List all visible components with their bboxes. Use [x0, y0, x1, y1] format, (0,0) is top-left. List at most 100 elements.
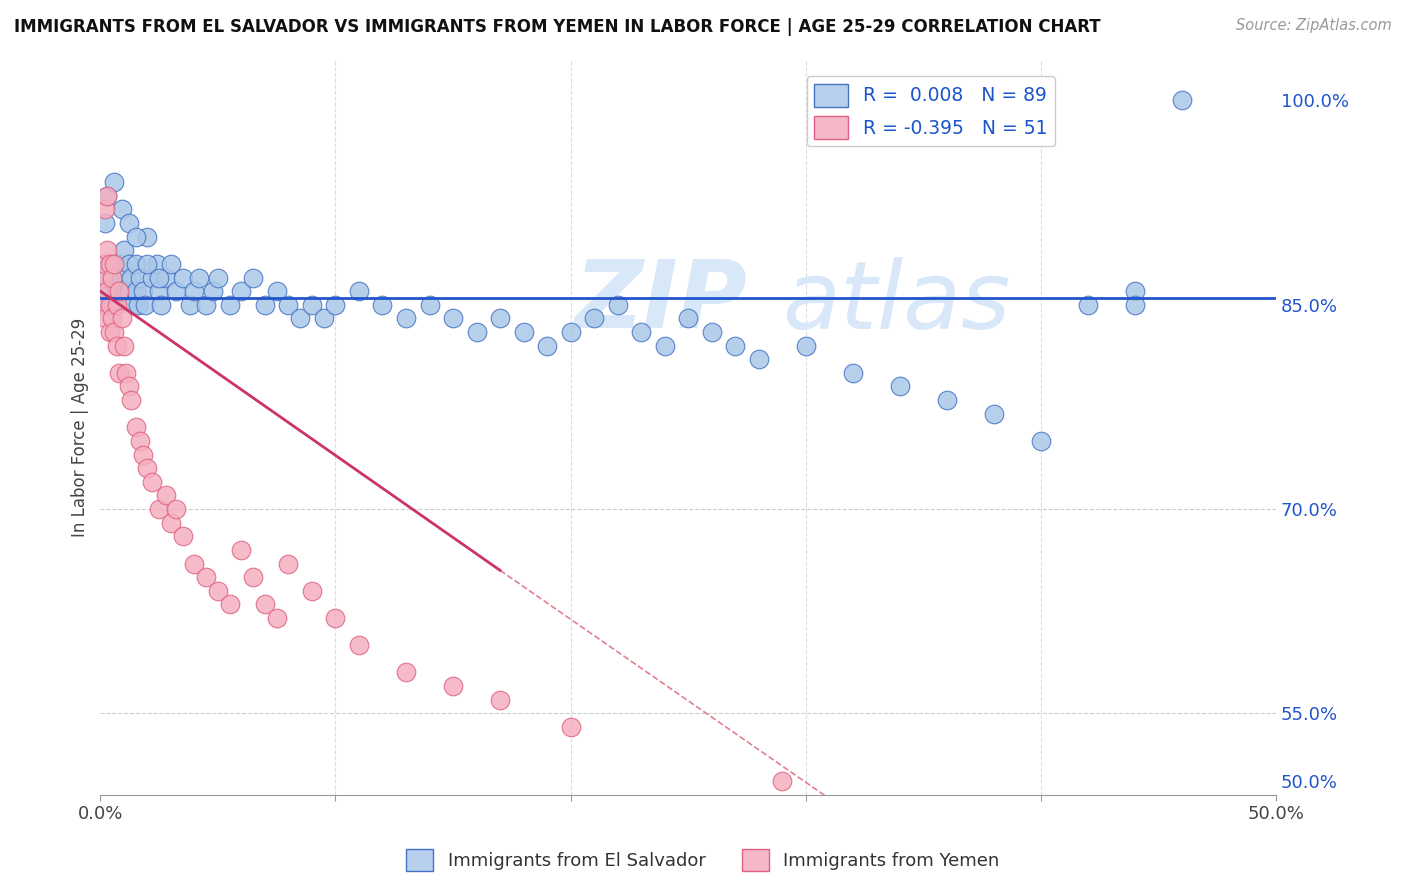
- Point: [165, 284, 187, 298]
- Point: [606, 298, 628, 312]
- Point: [794, 338, 817, 352]
- Point: [935, 393, 957, 408]
- Point: [253, 598, 276, 612]
- Point: [218, 298, 240, 312]
- Text: ZIP: ZIP: [574, 256, 747, 348]
- Point: [441, 311, 464, 326]
- Point: [112, 338, 135, 352]
- Point: [325, 298, 347, 312]
- Point: [630, 325, 652, 339]
- Point: [148, 270, 170, 285]
- Text: Source: ZipAtlas.com: Source: ZipAtlas.com: [1236, 18, 1392, 33]
- Legend: R =  0.008   N = 89, R = -0.395   N = 51: R = 0.008 N = 89, R = -0.395 N = 51: [807, 77, 1054, 146]
- Point: [141, 475, 163, 489]
- Point: [103, 298, 125, 312]
- Point: [983, 407, 1005, 421]
- Point: [1123, 284, 1146, 298]
- Point: [110, 202, 132, 217]
- Point: [96, 284, 118, 298]
- Point: [96, 189, 118, 203]
- Point: [347, 284, 370, 298]
- Point: [94, 202, 117, 217]
- Point: [98, 325, 121, 339]
- Point: [94, 257, 117, 271]
- Point: [105, 298, 128, 312]
- Point: [489, 311, 512, 326]
- Point: [129, 270, 152, 285]
- Point: [179, 298, 201, 312]
- Point: [115, 270, 138, 285]
- Point: [127, 298, 149, 312]
- Point: [103, 175, 125, 189]
- Point: [96, 244, 118, 258]
- Point: [94, 216, 117, 230]
- Point: [183, 284, 205, 298]
- Point: [160, 257, 183, 271]
- Point: [96, 270, 118, 285]
- Point: [136, 257, 159, 271]
- Point: [129, 434, 152, 448]
- Point: [842, 366, 865, 380]
- Point: [124, 420, 146, 434]
- Point: [347, 638, 370, 652]
- Point: [110, 270, 132, 285]
- Point: [195, 570, 218, 584]
- Text: IMMIGRANTS FROM EL SALVADOR VS IMMIGRANTS FROM YEMEN IN LABOR FORCE | AGE 25-29 : IMMIGRANTS FROM EL SALVADOR VS IMMIGRANT…: [14, 18, 1101, 36]
- Point: [418, 298, 440, 312]
- Point: [136, 461, 159, 475]
- Point: [101, 270, 124, 285]
- Point: [1077, 298, 1099, 312]
- Point: [700, 325, 723, 339]
- Point: [131, 284, 153, 298]
- Point: [112, 244, 135, 258]
- Point: [103, 325, 125, 339]
- Point: [91, 284, 114, 298]
- Point: [301, 583, 323, 598]
- Point: [103, 270, 125, 285]
- Point: [105, 284, 128, 298]
- Point: [1029, 434, 1052, 448]
- Point: [395, 665, 418, 680]
- Point: [207, 583, 229, 598]
- Text: atlas: atlas: [782, 257, 1011, 348]
- Point: [266, 611, 288, 625]
- Point: [101, 311, 124, 326]
- Point: [122, 298, 145, 312]
- Point: [96, 298, 118, 312]
- Point: [96, 189, 118, 203]
- Point: [676, 311, 699, 326]
- Point: [441, 679, 464, 693]
- Legend: Immigrants from El Salvador, Immigrants from Yemen: Immigrants from El Salvador, Immigrants …: [399, 842, 1007, 879]
- Point: [536, 338, 558, 352]
- Point: [889, 379, 911, 393]
- Point: [146, 257, 169, 271]
- Point: [277, 298, 299, 312]
- Point: [134, 298, 156, 312]
- Point: [231, 284, 253, 298]
- Point: [96, 284, 118, 298]
- Point: [560, 720, 582, 734]
- Point: [277, 557, 299, 571]
- Point: [748, 352, 770, 367]
- Point: [108, 257, 131, 271]
- Point: [141, 270, 163, 285]
- Point: [91, 270, 114, 285]
- Point: [124, 229, 146, 244]
- Point: [150, 298, 173, 312]
- Point: [489, 692, 512, 706]
- Point: [218, 598, 240, 612]
- Point: [98, 257, 121, 271]
- Point: [188, 270, 211, 285]
- Point: [242, 570, 264, 584]
- Point: [231, 542, 253, 557]
- Point: [160, 516, 183, 530]
- Point: [120, 393, 142, 408]
- Point: [117, 216, 139, 230]
- Point: [724, 338, 747, 352]
- Point: [1123, 298, 1146, 312]
- Point: [108, 366, 131, 380]
- Y-axis label: In Labor Force | Age 25-29: In Labor Force | Age 25-29: [72, 318, 89, 537]
- Point: [560, 325, 582, 339]
- Point: [112, 284, 135, 298]
- Point: [770, 774, 793, 789]
